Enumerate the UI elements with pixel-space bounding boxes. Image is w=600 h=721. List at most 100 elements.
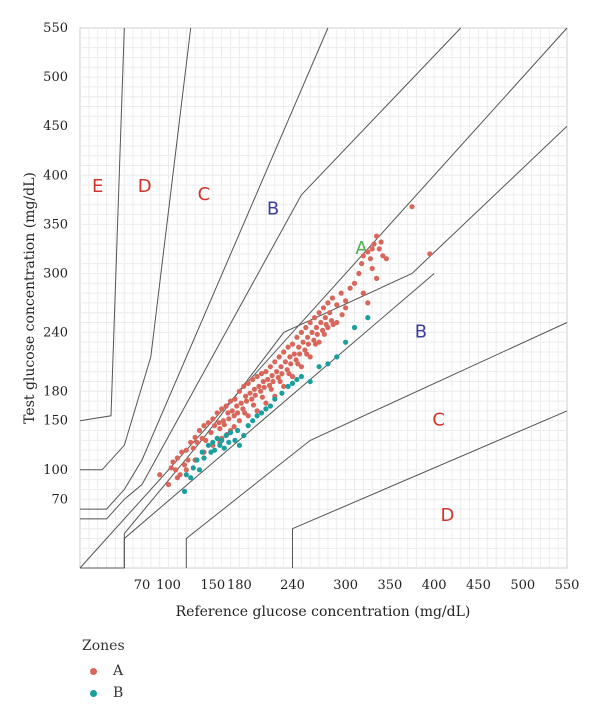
data-point-a — [279, 371, 285, 377]
zone-boundary-line — [79, 27, 125, 422]
data-point-a — [196, 427, 203, 434]
data-point-a — [168, 465, 174, 471]
data-point-a — [347, 285, 353, 291]
data-point-a — [305, 341, 311, 347]
data-point-a — [380, 253, 386, 259]
data-point-a — [339, 312, 345, 318]
legend-marker-b — [90, 689, 97, 697]
data-point-b — [226, 439, 232, 445]
zone-boundary-line — [79, 27, 568, 569]
zone-label-e: E — [92, 176, 103, 197]
data-point-a — [226, 416, 232, 422]
data-point-a — [316, 310, 322, 316]
data-point-a — [241, 383, 247, 389]
legend-item-a: A — [82, 660, 125, 682]
data-point-b — [194, 457, 200, 463]
legend: Zones A B — [82, 638, 125, 704]
data-point-a — [286, 371, 292, 377]
data-point-b — [183, 472, 189, 478]
data-point-a — [185, 457, 191, 463]
data-point-a — [269, 373, 275, 379]
data-point-b — [343, 339, 349, 345]
data-point-a — [194, 439, 200, 445]
data-point-a — [170, 459, 176, 465]
data-point-b — [272, 396, 278, 402]
data-point-a — [252, 392, 258, 398]
data-point-b — [334, 354, 340, 360]
y-tick-label: 70 — [51, 492, 68, 507]
data-point-a — [343, 305, 349, 311]
data-point-a — [277, 378, 283, 385]
data-point-a — [181, 462, 188, 468]
legend-item-b: B — [82, 682, 125, 704]
data-point-b — [201, 455, 207, 461]
data-point-a — [236, 388, 242, 394]
zone-boundaries — [79, 27, 568, 569]
data-point-b — [254, 413, 260, 419]
data-point-a — [300, 339, 306, 345]
data-point-a — [325, 324, 331, 331]
data-point-b — [263, 406, 269, 412]
y-tick-label: 150 — [43, 414, 68, 429]
data-point-a — [251, 386, 257, 392]
data-point-a — [268, 386, 274, 392]
data-point-a — [296, 344, 302, 350]
data-point-a — [297, 351, 303, 357]
data-point-a — [343, 298, 349, 304]
data-point-a — [270, 378, 276, 385]
data-point-a — [240, 406, 246, 412]
data-point-a — [165, 481, 172, 488]
y-axis-label: Test glucose concentration (mg/dL) — [22, 172, 38, 424]
data-point-a — [360, 253, 366, 259]
data-point-a — [371, 241, 377, 247]
data-point-a — [409, 204, 415, 210]
data-point-b — [199, 449, 205, 455]
data-point-a — [208, 429, 214, 436]
data-point-b — [289, 380, 296, 386]
data-point-b — [205, 442, 211, 448]
data-point-b — [190, 465, 196, 471]
data-point-a — [205, 420, 211, 426]
data-point-a — [334, 302, 340, 308]
data-point-b — [285, 383, 291, 389]
data-point-a — [220, 418, 226, 424]
data-point-a — [322, 315, 328, 321]
legend-label-b: B — [113, 685, 124, 701]
y-tick-label: 550 — [43, 21, 68, 36]
data-point-a — [258, 388, 264, 394]
data-point-b — [221, 445, 227, 451]
data-point-a — [183, 467, 189, 473]
data-point-a — [307, 354, 313, 360]
data-point-a — [285, 344, 291, 350]
x-tick-label: 550 — [555, 578, 580, 593]
data-point-a — [365, 300, 371, 306]
zone-label-c: C — [198, 184, 211, 205]
data-point-a — [276, 354, 282, 360]
data-point-b — [294, 376, 300, 383]
data-point-a — [258, 371, 265, 377]
data-point-b — [258, 410, 265, 416]
data-point-a — [231, 413, 237, 419]
data-point-a — [221, 422, 227, 428]
data-point-a — [234, 403, 240, 409]
data-point-a — [212, 423, 218, 429]
zone-labels: A B B C C D D E — [92, 176, 454, 526]
data-point-a — [225, 410, 231, 416]
data-point-a — [312, 341, 319, 347]
data-point-a — [235, 410, 241, 416]
data-point-a — [261, 384, 267, 390]
data-point-a — [328, 318, 335, 324]
data-point-a — [313, 324, 319, 331]
data-point-b — [325, 361, 331, 367]
x-tick-label: 450 — [466, 578, 491, 593]
data-point-a — [216, 420, 222, 426]
data-point-a — [287, 354, 293, 360]
data-point-b — [235, 427, 241, 434]
data-point-a — [210, 416, 216, 422]
data-point-a — [303, 324, 309, 331]
zone-boundary-line — [80, 27, 192, 471]
y-tick-label: 180 — [43, 384, 68, 399]
data-point-a — [314, 331, 320, 337]
data-point-a — [302, 347, 308, 353]
y-tick-labels: 70 100 150 180 240 300 350 400 450 500 550 — [43, 21, 68, 507]
